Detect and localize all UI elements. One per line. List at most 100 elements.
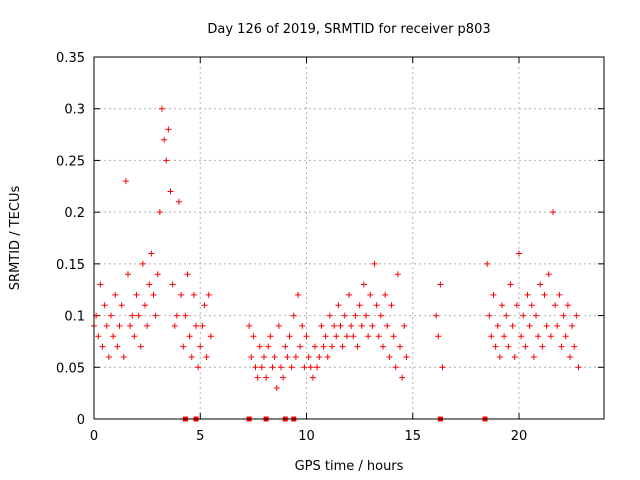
data-point [139,260,146,267]
data-point [524,291,531,298]
data-point [392,364,399,371]
data-point [263,374,270,381]
data-point [186,333,193,340]
data-point [144,322,151,329]
data-point [547,333,554,340]
data-point [537,281,544,288]
data-point [290,312,297,319]
data-point [371,260,378,267]
data-point [439,364,446,371]
data-point [112,291,119,298]
data-point [403,353,410,360]
data-point [394,271,401,278]
data-point [435,333,442,340]
data-point [535,333,542,340]
data-point [530,353,537,360]
data-point [278,364,284,371]
data-point [333,333,340,340]
data-point [110,333,117,340]
data-point [528,302,535,309]
data-point [265,343,272,350]
data-point [282,343,289,350]
data-point [401,322,408,329]
data-point [103,322,110,329]
data-point [127,322,134,329]
data-point [522,343,529,350]
data-point [341,312,348,319]
x-tick-label: 0 [90,429,98,444]
data-point [352,312,359,319]
data-point [178,291,185,298]
data-point [322,333,329,340]
data-point [329,343,335,350]
data-point [337,322,344,329]
data-point [125,271,131,278]
data-point [509,322,516,329]
chart-title: Day 126 of 2019, SRMTID for receiver p80… [207,22,490,37]
data-point [433,312,440,319]
data-point [256,343,263,350]
data-point [356,302,363,309]
data-point [273,384,280,391]
data-point [550,209,556,216]
data-point [363,312,369,319]
data-point [131,333,138,340]
data-point [575,364,582,371]
data-point [343,333,350,340]
data-point [286,333,293,340]
y-tick-label: 0.15 [56,258,85,273]
data-point [520,312,527,319]
data-point [309,374,316,381]
data-point [159,105,165,112]
data-point [503,312,510,319]
data-point [248,353,255,360]
data-point [167,188,174,195]
data-point [288,364,295,371]
data-point [271,353,278,360]
data-point [335,302,342,309]
data-point [169,281,176,288]
data-point [314,364,321,371]
data-point [382,291,389,298]
x-tick-label: 5 [196,429,204,444]
y-tick-label: 0.2 [64,206,85,221]
data-point [505,343,512,350]
data-point [258,364,265,371]
data-point [494,322,501,329]
data-point [316,353,323,360]
y-tick-label: 0.35 [56,51,85,66]
data-point [339,343,346,350]
data-point [180,343,187,350]
data-point [95,333,102,340]
data-point [152,312,159,319]
data-point [201,302,208,309]
x-tick-label: 15 [404,429,421,444]
data-point [182,312,189,319]
x-axis-label: GPS time / hours [295,459,404,474]
data-point [275,322,282,329]
data-point [541,291,548,298]
data-point [122,178,129,185]
data-point [114,343,121,350]
data-point [108,312,114,319]
data-point [97,281,104,288]
data-point [295,291,301,298]
data-point [307,364,314,371]
data-point [573,312,580,319]
data-point [173,312,180,319]
data-point [188,353,195,360]
data-point [318,322,325,329]
data-point [267,333,274,340]
data-point [552,302,559,309]
data-point [190,291,197,298]
data-point [199,322,206,329]
data-point [518,333,525,340]
plot-frame [93,56,605,420]
data-point [386,353,393,360]
axis-ticks: 0 5 10 15 20 0 0.05 0.1 0.15 0.2 0.25 0.3 0.35 [56,51,604,444]
data-point [373,302,380,309]
data-point [360,281,367,288]
data-point [203,353,210,360]
data-point [101,302,108,309]
